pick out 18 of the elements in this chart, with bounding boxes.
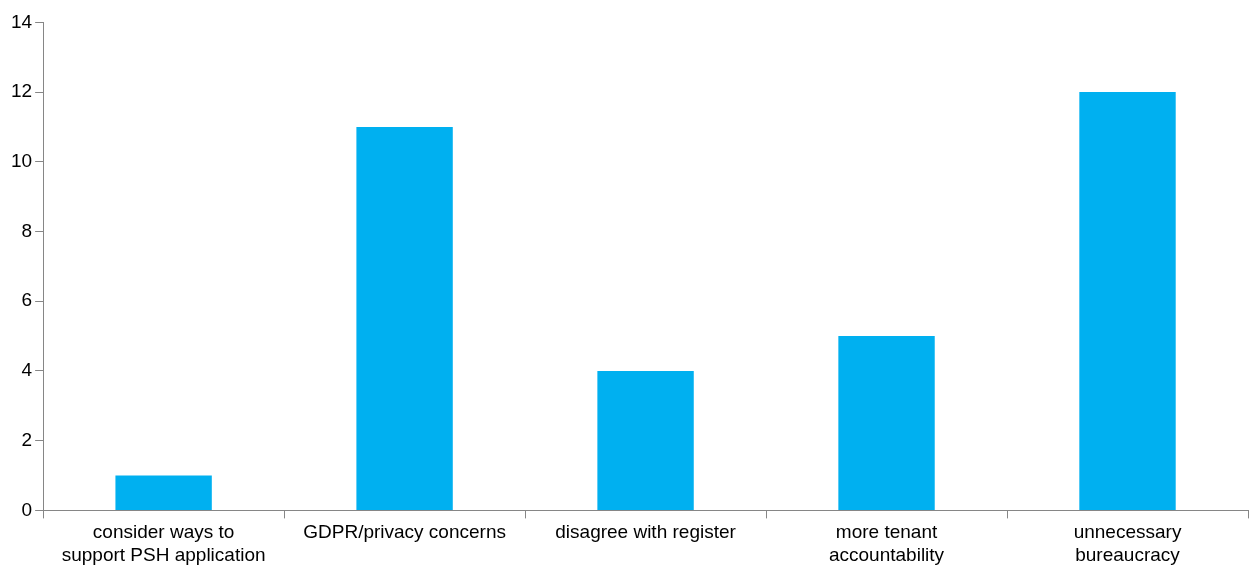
- x-tick-label: unnecessary bureaucracy: [1073, 521, 1182, 565]
- bar: [597, 370, 694, 510]
- x-tick-label: GDPR/privacy concerns: [303, 521, 506, 543]
- bar: [838, 336, 935, 510]
- bar: [356, 126, 453, 510]
- y-tick-label: 10: [10, 150, 33, 172]
- x-tick-label: more tenant accountability: [828, 521, 945, 565]
- y-tick-label: 14: [10, 10, 33, 32]
- y-tick-label: 2: [21, 428, 33, 450]
- y-tick-label: 8: [21, 219, 33, 241]
- y-tick-label: 0: [21, 498, 33, 520]
- x-tick-label: disagree with register: [555, 521, 737, 543]
- x-tick-label: consider ways to support PSH application: [61, 521, 266, 565]
- bar: [115, 475, 212, 510]
- y-tick-label: 4: [21, 359, 33, 381]
- y-tick-label: 6: [21, 289, 33, 311]
- bar: [1079, 92, 1176, 510]
- y-tick-label: 12: [10, 80, 33, 102]
